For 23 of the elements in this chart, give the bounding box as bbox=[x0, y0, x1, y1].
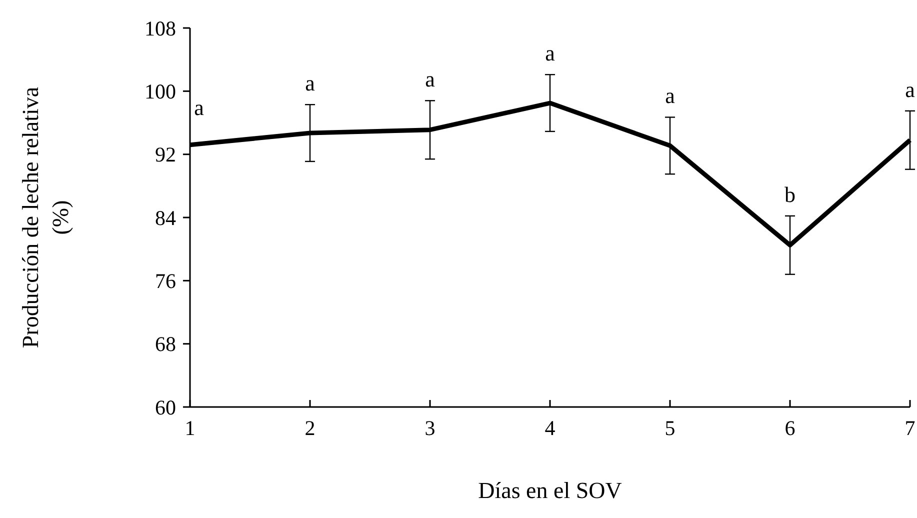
y-tick-label: 108 bbox=[144, 16, 176, 40]
x-tick-label: 4 bbox=[544, 416, 556, 440]
annotation: a bbox=[194, 94, 204, 120]
y-tick-label: 100 bbox=[144, 80, 176, 104]
y-tick-label: 76 bbox=[155, 269, 176, 294]
x-tick-label: 5 bbox=[664, 416, 676, 440]
x-tick-label: 2 bbox=[304, 416, 316, 440]
y-tick-label: 92 bbox=[155, 142, 176, 167]
annotation: a bbox=[905, 76, 916, 102]
y-tick-label: 84 bbox=[155, 206, 176, 230]
x-tick-label: 6 bbox=[784, 416, 796, 440]
annotation: a bbox=[665, 83, 676, 108]
x-axis-title: Días en el SOV bbox=[478, 478, 622, 503]
annotation: a bbox=[305, 70, 316, 96]
x-tick-label: 1 bbox=[184, 416, 196, 440]
y-tick-label: 68 bbox=[155, 332, 176, 356]
x-tick-label: 7 bbox=[904, 416, 916, 440]
y-tick-label: 60 bbox=[155, 395, 176, 420]
annotation: a bbox=[545, 40, 556, 66]
annotation: b bbox=[784, 182, 796, 207]
annotation: a bbox=[425, 66, 436, 92]
y-axis-title: Producción de leche relativa (%) bbox=[18, 86, 73, 348]
x-tick-label: 3 bbox=[424, 416, 436, 440]
